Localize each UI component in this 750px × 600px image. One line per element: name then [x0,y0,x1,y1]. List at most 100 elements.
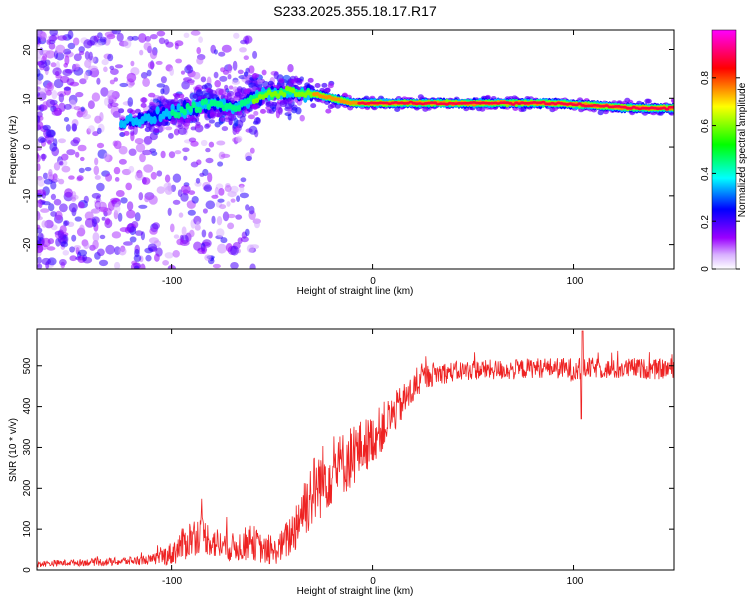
heatmap-cell [67,42,76,50]
heatmap-cell [103,152,110,162]
heatmap-cell [220,237,228,244]
heatmap-cell [174,42,179,50]
heatmap-cell [37,256,42,264]
heatmap-cell [68,175,75,180]
heatmap-cell [230,245,239,256]
heatmap-cell [183,32,190,38]
heatmap-cell [273,71,279,80]
heatmap-cell [218,51,226,57]
heatmap-cell [236,195,241,202]
heatmap-cell [46,39,51,45]
heatmap-cell [214,121,221,128]
heatmap-cell [169,119,176,125]
heatmap-cell [113,77,119,82]
heatmap-cell [48,203,55,212]
heatmap-cell [220,117,225,122]
heatmap-cell [96,182,105,192]
heatmap-cell [80,106,85,112]
heatmap-cell [105,217,111,225]
heatmap-cell [110,68,119,75]
heatmap-cell [295,107,302,115]
heatmap-cell [209,113,216,119]
colorbar-tick-label-0: 0 [700,266,711,272]
heatmap-cell [75,151,80,158]
heatmap-cell [107,89,117,100]
colorbar-ticks [712,77,740,270]
heatmap-cell [180,184,191,194]
snr-panel: -100 0 100 0 100 200 300 400 500 Height … [8,328,675,597]
heatmap-cell [230,262,239,269]
heatmap-cell [93,165,100,176]
heatmap-cell [217,243,227,254]
heatmap-cell [37,263,43,269]
heatmap-cell [37,154,41,163]
heatmap-cell [114,177,120,182]
heatmap-cell [84,51,90,60]
heatmap-cell [147,243,157,252]
heatmap-cell [315,91,320,96]
heatmap-cell [40,208,50,213]
heatmap-cell [70,139,79,147]
heatmap-cell [107,53,114,62]
heatmap-cell [91,208,98,214]
heatmap-cell [37,73,44,81]
heatmap-cell [50,62,57,68]
heatmap-cell [37,88,47,94]
heatmap-cell [187,209,196,216]
heatmap-cell [213,49,218,55]
heatmap-cell [79,78,87,85]
heatmap-cell [204,123,210,129]
heatmap-cell [75,91,84,98]
heatmap-cell [43,178,53,185]
heatmap-cell [76,175,84,181]
heatmap-cell [214,186,219,197]
colorbar-gradient [712,30,736,269]
heatmap-cell [235,126,240,135]
heatmap-cell [119,227,129,233]
heatmap-cell [96,77,101,85]
heatmap-cell [209,92,214,100]
heatmap-cell [232,86,239,92]
heatmap-cell [251,73,260,79]
colorbar-label: Normalized spectral amplitude [737,82,748,217]
heatmap-cell [134,172,144,181]
heatmap-cell [73,53,82,62]
heatmap-cell [231,79,240,85]
heatmap-cell [149,101,156,106]
heatmap-cell [206,103,211,111]
heatmap-cell [181,80,190,90]
heatmap-cell [63,117,70,122]
heatmap-cell [239,185,245,193]
heatmap-cell [165,41,174,48]
heatmap-cell [138,204,148,209]
heatmap-cell [235,135,243,143]
heatmap-cell [183,155,188,161]
heatmap-cell [94,175,101,180]
heatmap-cell [59,259,67,266]
heatmap-cell [265,101,272,107]
heatmap-cell [126,201,134,211]
heatmap-cell [253,110,259,116]
heatmap-cell [142,177,151,185]
heatmap-cell [119,82,128,88]
heatmap-cell [207,172,213,183]
heatmap-cell [63,86,72,91]
heatmap-cell [100,87,109,97]
heatmap-cell [193,241,202,251]
heatmap-cell [221,44,232,53]
heatmap-cell [59,203,68,213]
heatmap-cell [139,49,144,56]
heatmap-cell [83,241,90,250]
heatmap-cell [91,92,101,102]
heatmap-cell [77,144,87,152]
heatmap-cell [324,87,331,93]
heatmap-cell [147,61,155,69]
heatmap-cell [271,101,278,107]
heatmap-cell [233,32,240,39]
heatmap-cell [37,61,42,66]
heatmap-cell [149,132,158,141]
heatmap-cell [254,97,260,104]
heatmap-cell [41,257,51,266]
heatmap-cell [152,115,157,125]
